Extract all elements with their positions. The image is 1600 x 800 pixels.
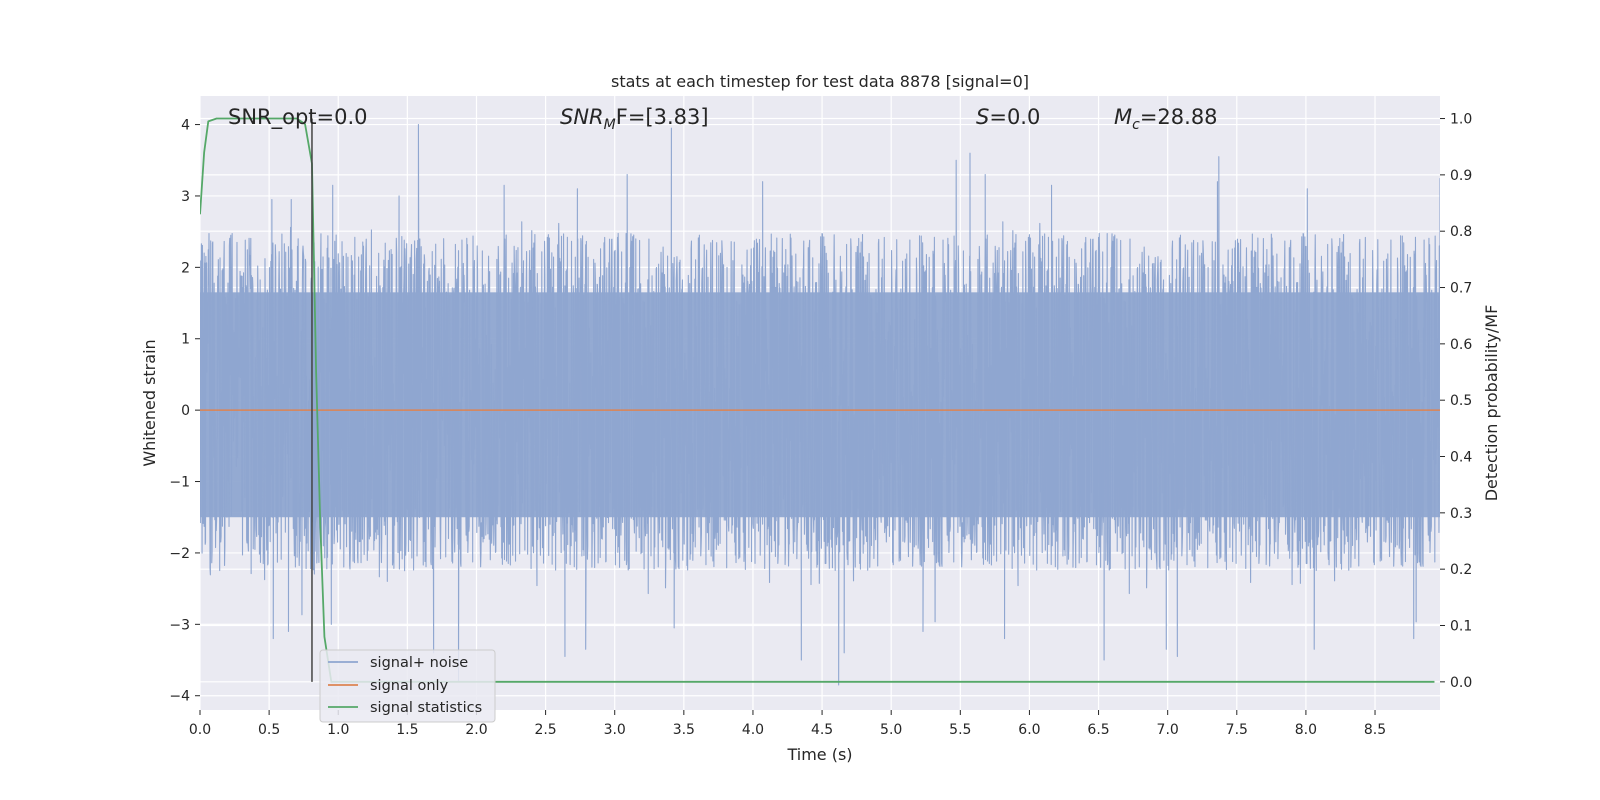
x-tick-label: 3.5 — [673, 722, 695, 738]
y-tick-label: 0 — [181, 403, 190, 419]
y2-tick-label: 0.2 — [1450, 562, 1472, 578]
y2-tick-label: 0.6 — [1450, 337, 1472, 353]
x-tick-label: 1.5 — [396, 722, 418, 738]
y-tick-label: −2 — [169, 546, 190, 562]
x-tick-label: 8.5 — [1364, 722, 1386, 738]
y-tick-label: 2 — [181, 260, 190, 276]
y2-tick-label: 1.0 — [1450, 112, 1472, 128]
mc-subscript: c — [1132, 117, 1140, 133]
x-tick-label: 1.0 — [327, 722, 349, 738]
x-tick-label: 5.5 — [949, 722, 971, 738]
annotation-s: S=0.0 — [976, 105, 1040, 129]
y-tick-label: −4 — [169, 689, 190, 705]
annotation-snr-opt: SNR_opt=0.0 — [228, 105, 368, 130]
y2-tick-label: 0.7 — [1450, 281, 1472, 297]
s-symbol: S — [976, 105, 989, 129]
x-tick-label: 2.0 — [465, 722, 487, 738]
s-value: =0.0 — [989, 105, 1040, 129]
y-tick-label: −3 — [169, 617, 190, 633]
y-tick-label: 1 — [181, 332, 190, 348]
y-tick-label: −1 — [169, 475, 190, 491]
snr-mf-subscript: M — [604, 117, 616, 133]
legend-label-signal-statistics: signal statistics — [370, 700, 482, 716]
series-signal-statistics — [200, 117, 1435, 683]
y2-tick-label: 0.9 — [1450, 168, 1472, 184]
y-tick-label: 3 — [181, 189, 190, 205]
annotation-mc: Mc=28.88 — [1114, 105, 1218, 133]
legend-label-signal-plus-noise: signal+ noise — [370, 655, 468, 671]
y2-tick-label: 0.0 — [1450, 675, 1472, 691]
y-tick-label: 4 — [181, 118, 190, 134]
x-tick-label: 3.0 — [604, 722, 626, 738]
legend-label-signal-only: signal only — [370, 678, 449, 694]
x-tick-label: 6.5 — [1087, 722, 1109, 738]
x-tick-label: 0.5 — [258, 722, 280, 738]
annotation-snr-mf: SNRMF=[3.83] — [560, 105, 709, 133]
mc-value: =28.88 — [1140, 105, 1218, 129]
x-tick-label: 4.0 — [742, 722, 764, 738]
x-tick-label: 7.0 — [1157, 722, 1179, 738]
y2-tick-label: 0.4 — [1450, 450, 1472, 466]
x-axis-ticks: 0.0 0.5 1.0 1.5 2.0 2.5 3.0 3.5 4.0 4.5 5.0 5.5 6.0 6… — [189, 710, 1386, 738]
x-tick-label: 0.0 — [189, 722, 211, 738]
x-tick-label: 4.5 — [811, 722, 833, 738]
x-tick-label: 6.0 — [1018, 722, 1040, 738]
signal-plus-noise-line — [200, 124, 1440, 686]
y2-axis-label: Detection probability/MF — [1482, 305, 1501, 502]
x-tick-label: 5.0 — [880, 722, 902, 738]
legend: signal+ noise signal only signal statist… — [319, 649, 496, 723]
x-tick-label: 8.0 — [1295, 722, 1317, 738]
y2-tick-label: 0.5 — [1450, 393, 1472, 409]
snr-mf-value: F=[3.83] — [616, 105, 709, 129]
signal-statistics-line — [200, 117, 1435, 683]
y2-tick-label: 0.3 — [1450, 506, 1472, 522]
snr-mf-symbol: SNR — [560, 105, 604, 129]
mc-symbol: M — [1114, 105, 1132, 129]
chart-title: stats at each timestep for test data 887… — [611, 72, 1029, 91]
y2-tick-label: 0.8 — [1450, 224, 1472, 240]
y2-tick-label: 0.1 — [1450, 619, 1472, 635]
y-axis-label: Whitened strain — [140, 339, 159, 466]
x-axis-label: Time (s) — [786, 745, 852, 764]
y2-axis-ticks: 1.0 0.9 0.8 0.7 0.6 0.5 0.4 0.3 0.2 0.1 0.0 — [1440, 112, 1472, 691]
x-tick-label: 2.5 — [534, 722, 556, 738]
x-tick-label: 7.5 — [1226, 722, 1248, 738]
legend-box — [319, 649, 496, 723]
series-signal-plus-noise — [200, 124, 1440, 686]
y-axis-ticks: 4 3 2 1 0 −1 −2 −3 −4 — [169, 118, 200, 705]
